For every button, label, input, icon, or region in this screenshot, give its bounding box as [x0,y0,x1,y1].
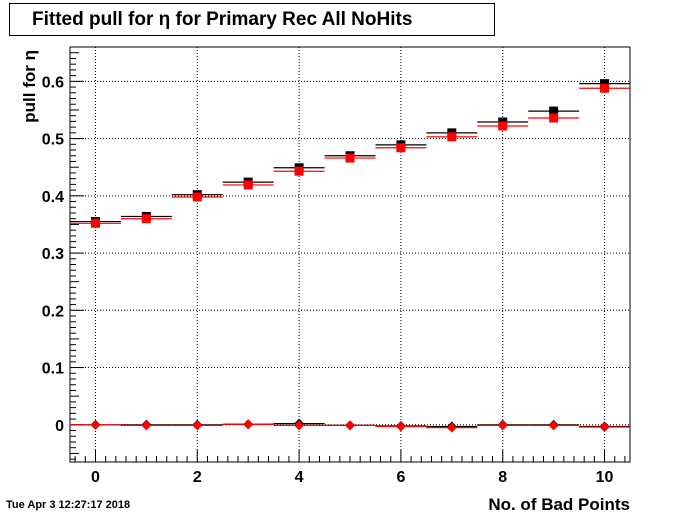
series-0 [70,79,630,227]
x-tick-label: 2 [193,469,202,486]
data-point [243,419,254,430]
y-tick-label: 0.6 [42,74,64,91]
data-point [498,121,508,131]
series-3 [70,419,630,433]
data-point [600,79,610,89]
y-tick-label: 0 [55,418,64,435]
data-point [90,419,101,430]
data-point [396,143,406,153]
data-point [549,106,559,116]
x-tick-label: 8 [498,469,507,486]
chart-title: Fitted pull for η for Primary Rec All No… [9,3,495,36]
data-point [141,420,152,431]
axes: 0 2 4 6 8 10 0 0.1 0.2 0.3 0.4 0.5 0.6 [42,46,631,486]
x-tick-label: 10 [596,469,614,486]
data-point [345,153,355,163]
y-axis-title: pull for η [20,50,39,123]
data-point [497,420,508,431]
plot-frame [69,46,631,463]
x-axis-title: No. of Bad Points [488,495,630,514]
data-point [395,421,406,432]
data-point [446,422,457,433]
y-tick-label: 0.3 [42,246,64,263]
data-point [447,132,457,142]
data-point [294,166,304,176]
footer-timestamp: Tue Apr 3 12:27:17 2018 [6,499,131,511]
x-tick-label: 0 [91,469,100,486]
series-1 [70,83,630,228]
data-point [599,422,610,433]
data-point [192,192,202,202]
data-series [70,79,630,433]
data-point [548,420,559,431]
y-tick-label: 0.5 [42,132,64,149]
grid-lines [70,47,630,462]
data-point [294,420,305,431]
data-point [243,180,253,190]
x-tick-label: 6 [396,469,405,486]
y-tick-label: 0.2 [42,303,64,320]
data-point [549,113,559,123]
data-point [345,420,355,431]
x-tick-label: 4 [295,469,304,486]
y-tick-label: 0.1 [42,361,64,378]
data-point [90,218,100,228]
data-point [600,83,610,93]
y-tick-label: 0.4 [42,189,64,206]
data-point [192,420,203,431]
data-point [141,214,151,224]
